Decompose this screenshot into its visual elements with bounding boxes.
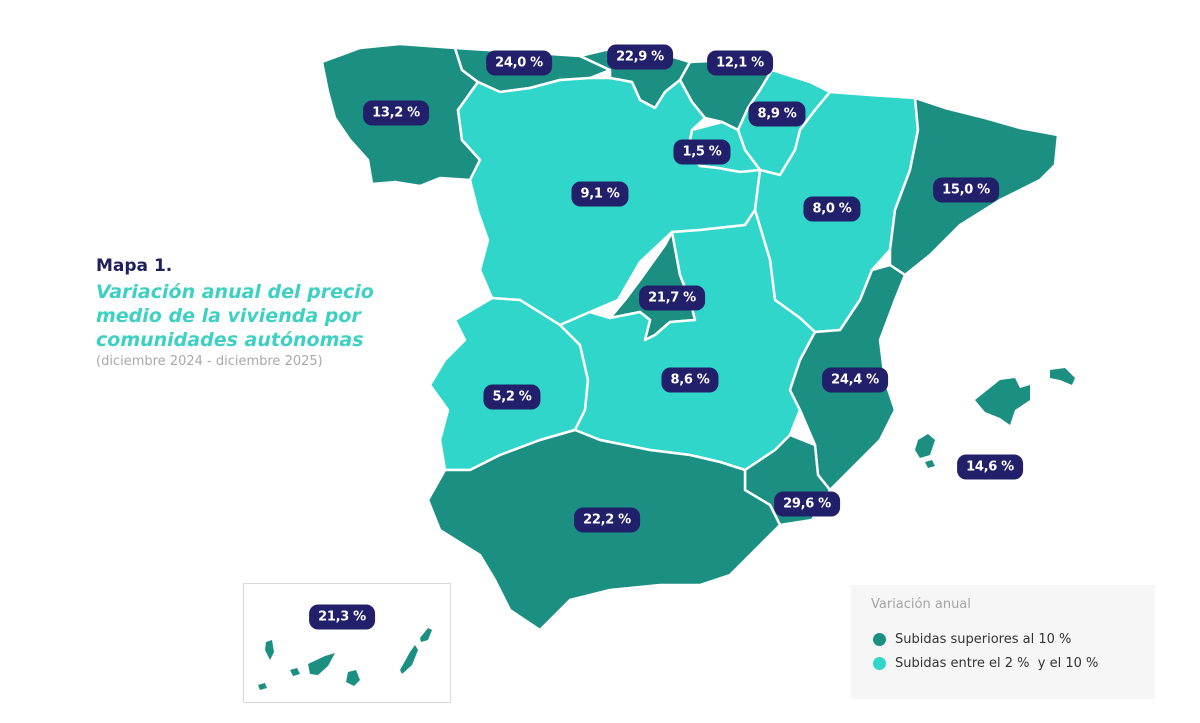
canarias-inset-box [243, 583, 451, 703]
map-heading: Variación anual del precio medio de la v… [96, 280, 426, 352]
legend-label-mid: Subidas entre el 2 % y el 10 % [895, 656, 1099, 671]
legend-item-mid: Subidas entre el 2 % y el 10 % [873, 656, 1098, 671]
legend-label-high: Subidas superiores al 10 % [895, 632, 1072, 647]
badge-castilla-leon: 9,1 % [571, 181, 629, 207]
legend-dot-mid-icon [873, 657, 886, 670]
map-heading-line-3: comunidades autónomas [96, 329, 364, 351]
badge-pais-vasco: 12,1 % [707, 50, 773, 76]
map-number-label: Mapa 1. [96, 256, 173, 276]
legend-title: Variación anual [871, 597, 971, 612]
region-baleares-formentera[interactable] [925, 460, 935, 468]
map-title-block: Mapa 1. Variación anual del precio medio… [96, 256, 426, 369]
badge-navarra: 8,9 % [748, 101, 806, 127]
badge-andalucia: 22,2 % [574, 507, 640, 533]
badge-aragon: 8,0 % [803, 196, 861, 222]
region-baleares-ibiza[interactable] [915, 434, 935, 458]
badge-castilla-la-mancha: 8,6 % [661, 367, 719, 393]
badge-murcia: 29,6 % [774, 491, 840, 517]
badge-baleares: 14,6 % [957, 454, 1023, 480]
map-heading-line-2: medio de la vivienda por [96, 305, 361, 327]
legend-item-high: Subidas superiores al 10 % [873, 632, 1071, 647]
region-canarias[interactable] [258, 628, 432, 690]
map-period: (diciembre 2024 - diciembre 2025) [96, 354, 323, 369]
legend-dot-high-icon [873, 633, 886, 646]
badge-galicia: 13,2 % [363, 100, 429, 126]
region-baleares-mallorca[interactable] [975, 378, 1030, 425]
badge-la-rioja: 1,5 % [673, 139, 731, 165]
badge-extremadura: 5,2 % [483, 384, 541, 410]
legend: Variación anual Subidas superiores al 10… [851, 585, 1155, 699]
badge-asturias: 24,0 % [486, 50, 552, 76]
badge-valenciana: 24,4 % [822, 367, 888, 393]
badge-cantabria: 22,9 % [607, 44, 673, 70]
badge-canarias: 21,3 % [309, 604, 375, 630]
region-baleares-menorca[interactable] [1050, 368, 1075, 385]
badge-cataluna: 15,0 % [933, 177, 999, 203]
map-heading-line-1: Variación anual del precio [96, 281, 374, 303]
badge-madrid: 21,7 % [639, 285, 705, 311]
